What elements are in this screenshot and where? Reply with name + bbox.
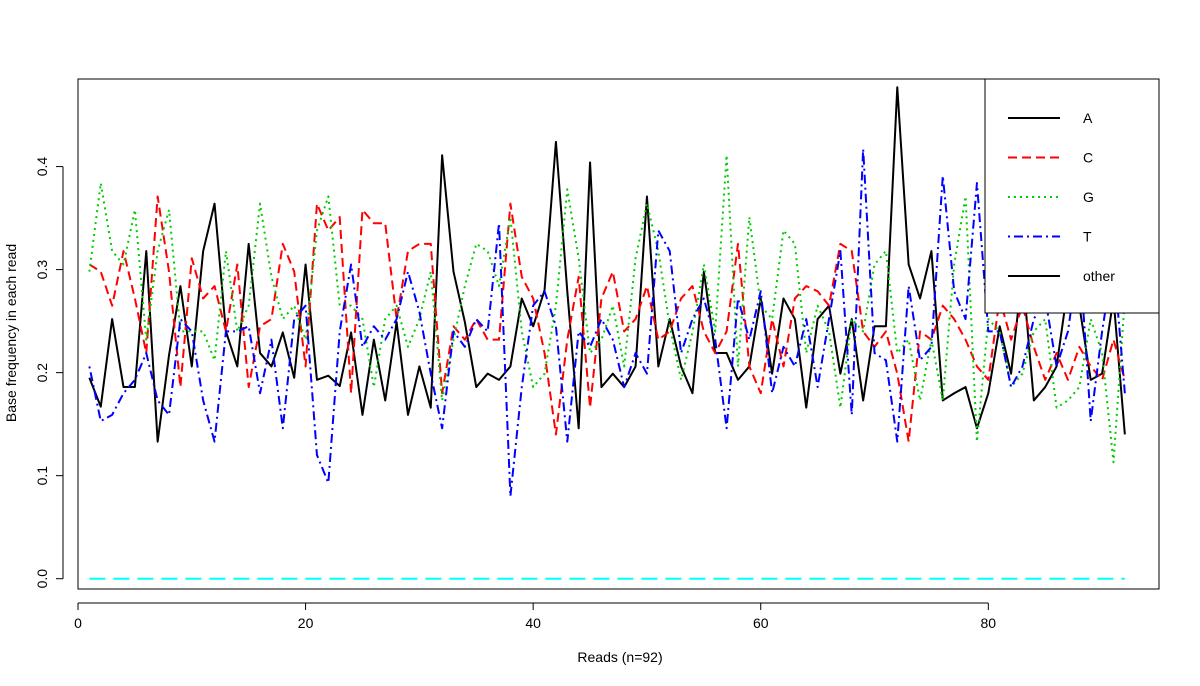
x-tick-label: 80 (981, 615, 997, 631)
y-tick-label: 0.3 (34, 260, 50, 280)
legend-label-g: G (1083, 189, 1094, 205)
legend-label-other: other (1083, 268, 1115, 284)
y-axis-label: Base frequency in each read (3, 244, 19, 422)
y-tick-label: 0.4 (34, 157, 50, 177)
legend-label-c: C (1083, 150, 1093, 166)
series-line-c (88, 195, 1126, 443)
x-tick-label: 20 (298, 615, 314, 631)
series-line-g (88, 154, 1126, 464)
x-tick-label: 40 (525, 615, 541, 631)
x-tick-label: 60 (753, 615, 769, 631)
legend-box (984, 78, 1160, 314)
x-axis: 0 20 40 60 80 (74, 602, 997, 631)
series-line-a (88, 86, 1126, 443)
x-axis-label: Reads (n=92) (577, 649, 662, 665)
y-axis: 0.0 0.1 0.2 0.3 0.4 (34, 157, 64, 589)
y-tick-label: 0.1 (34, 466, 50, 486)
x-tick-label: 0 (74, 615, 82, 631)
y-tick-label: 0.0 (34, 569, 50, 589)
series-line-t (88, 148, 1126, 498)
y-tick-label: 0.2 (34, 363, 50, 383)
series-layer (88, 86, 1126, 580)
plot-frame (77, 78, 1160, 590)
legend-label-t: T (1083, 229, 1092, 245)
legend-label-a: A (1083, 110, 1093, 126)
